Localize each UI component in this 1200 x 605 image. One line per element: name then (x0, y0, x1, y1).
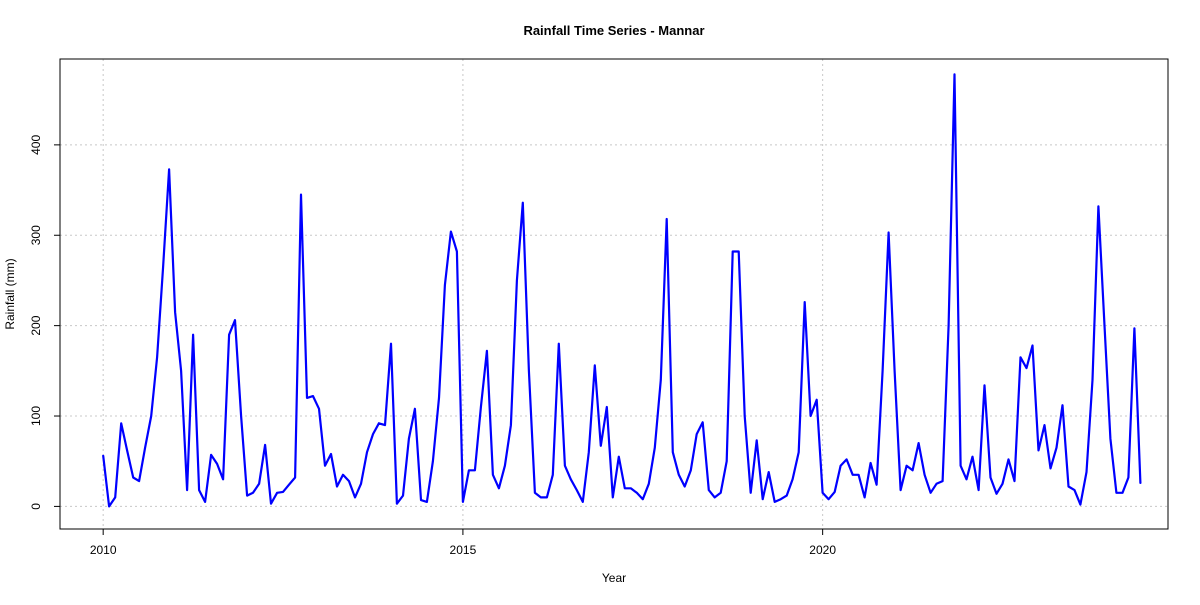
y-tick-label: 400 (29, 135, 43, 155)
x-tick-label: 2020 (809, 543, 836, 557)
x-axis-label: Year (602, 571, 626, 585)
y-axis-label: Rainfall (mm) (3, 258, 17, 329)
plot-frame (59, 58, 1169, 530)
y-tick-label: 300 (29, 225, 43, 245)
x-tick-label: 2010 (90, 543, 117, 557)
grid-lines (60, 59, 1168, 529)
y-axis: 0 100 200 300 400 (29, 135, 60, 510)
series-layer (102, 73, 1142, 508)
chart-title: Rainfall Time Series - Mannar (523, 23, 704, 38)
y-tick-label: 100 (29, 406, 43, 426)
rainfall-series-line (102, 73, 1142, 508)
y-tick-label: 200 (29, 315, 43, 335)
x-tick-label: 2015 (450, 543, 477, 557)
x-axis: 2010 2015 2020 (90, 529, 836, 557)
y-tick-label: 0 (29, 503, 43, 510)
